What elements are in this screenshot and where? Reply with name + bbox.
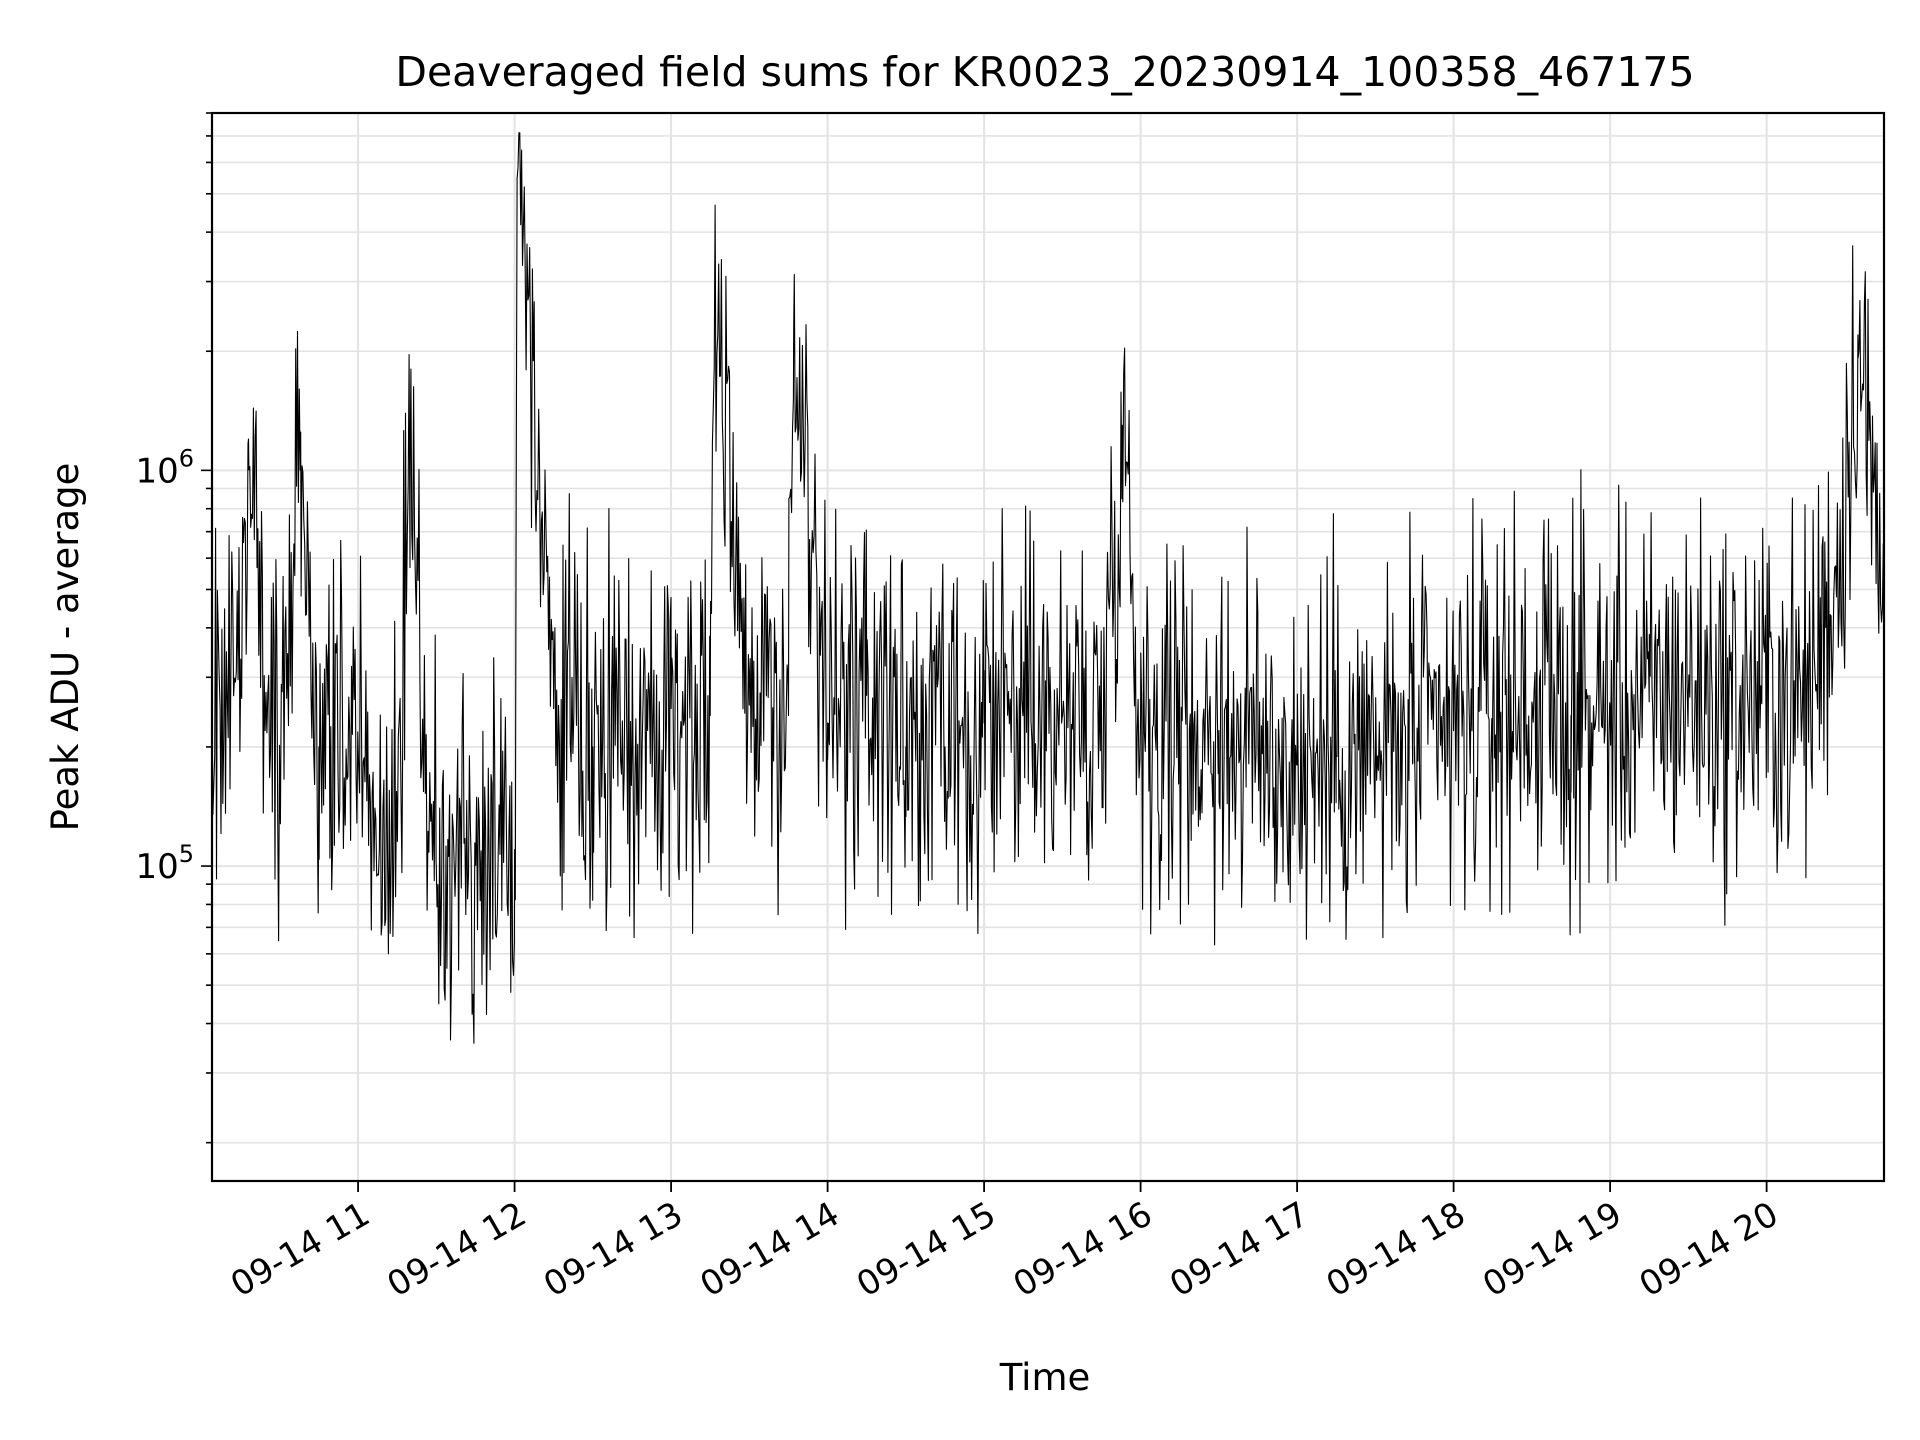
series-group (211, 132, 1885, 1044)
y-tick-label: 105 (135, 840, 194, 887)
y-axis: 105 106 (135, 112, 212, 1144)
y-tick-label: 106 (135, 444, 194, 491)
chart-title: Deaveraged field sums for KR0023_2023091… (395, 48, 1694, 96)
x-axis-label: Time (999, 1356, 1091, 1399)
series-line (211, 132, 1885, 1044)
plot-frame (210, 111, 1886, 1183)
y-axis-label: Peak ADU - average (44, 463, 87, 832)
